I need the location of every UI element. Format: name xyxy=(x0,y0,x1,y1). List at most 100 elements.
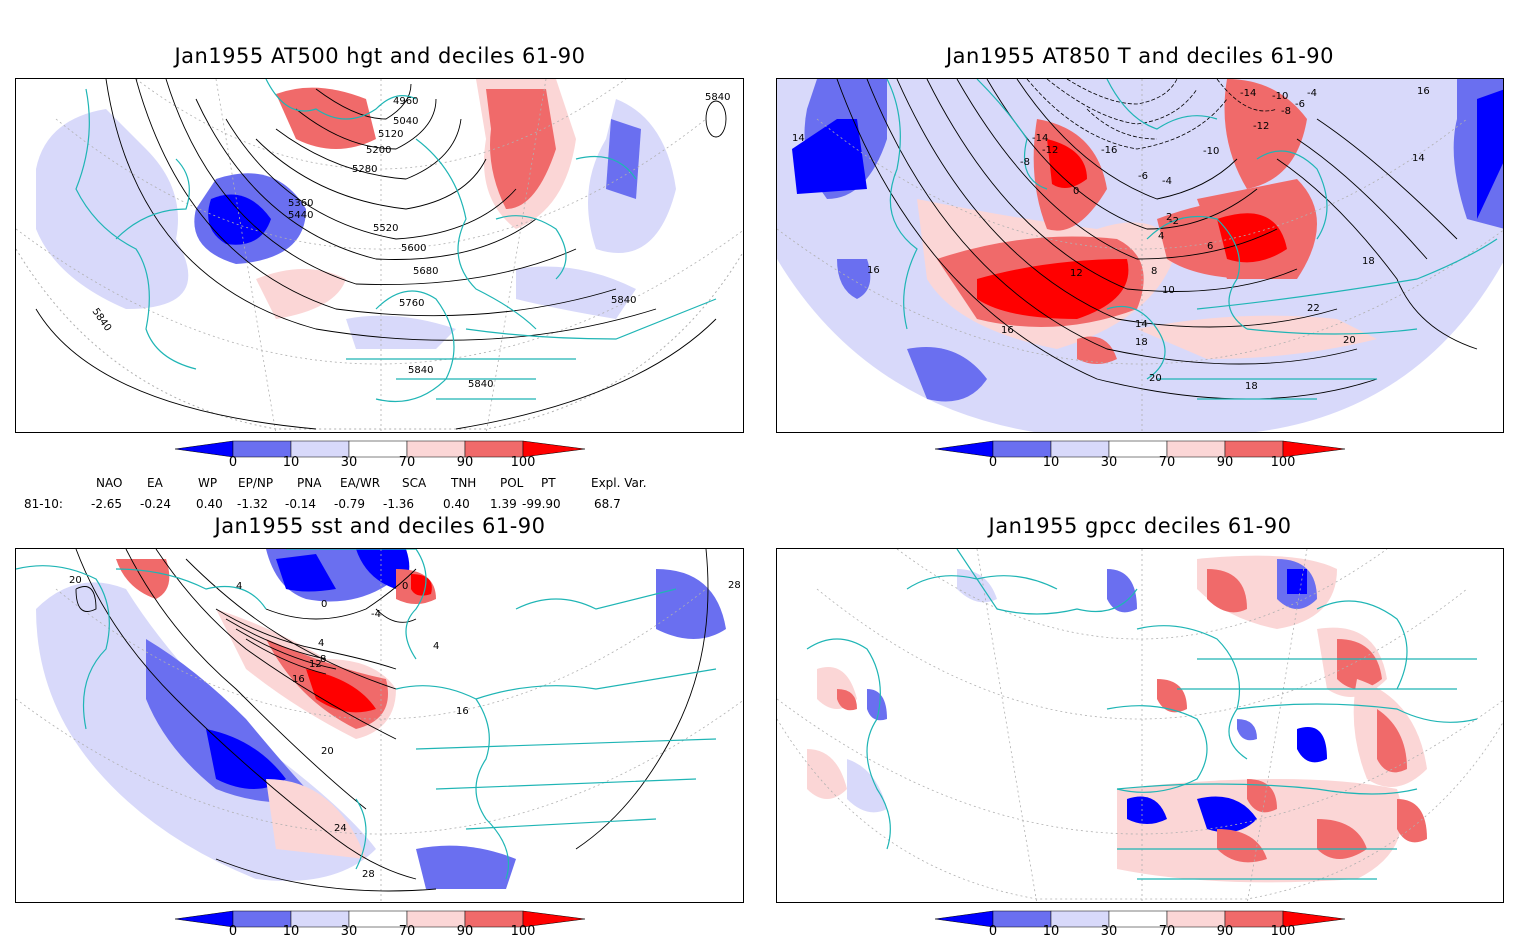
cbar1-label-30: 30 xyxy=(340,455,358,470)
map-t850: -14 -12 -8 -16 -10 -6 -4 -2 0 2 4 6 8 10… xyxy=(777,79,1503,432)
index-header-tnh: TNH xyxy=(451,476,477,490)
svg-text:5840: 5840 xyxy=(611,295,636,306)
svg-text:5840: 5840 xyxy=(705,92,730,103)
cbar2-label-10: 10 xyxy=(1042,455,1060,470)
index-header-eawr: EA/WR xyxy=(340,476,381,490)
svg-text:-10: -10 xyxy=(1203,146,1219,157)
contour-labels-sst: -4 0 0 4 8 12 16 20 24 28 20 28 4 16 4 xyxy=(69,575,741,880)
map-panel-gpcc xyxy=(776,548,1504,903)
cbar2-label-70: 70 xyxy=(1158,455,1176,470)
svg-text:-6: -6 xyxy=(1295,99,1305,110)
svg-text:8: 8 xyxy=(320,654,326,665)
cbar3-label-30: 30 xyxy=(340,924,358,939)
cbar3-label-70: 70 xyxy=(398,924,416,939)
svg-text:28: 28 xyxy=(728,580,741,591)
cbar2-label-30: 30 xyxy=(1100,455,1118,470)
svg-text:18: 18 xyxy=(1245,381,1258,392)
svg-text:12: 12 xyxy=(309,659,322,670)
index-header-pol: POL xyxy=(500,476,524,490)
svg-text:5680: 5680 xyxy=(413,266,438,277)
svg-text:-4: -4 xyxy=(1162,176,1172,187)
svg-text:5760: 5760 xyxy=(399,298,424,309)
svg-text:16: 16 xyxy=(867,265,880,276)
cbar4-label-70: 70 xyxy=(1158,924,1176,939)
cbar1-label-90: 90 xyxy=(456,455,474,470)
index-header-pna: PNA xyxy=(297,476,322,490)
index-header-ea: EA xyxy=(147,476,163,490)
svg-text:5280: 5280 xyxy=(352,164,377,175)
svg-text:20: 20 xyxy=(321,746,334,757)
svg-text:-8: -8 xyxy=(1281,106,1291,117)
svg-text:0: 0 xyxy=(321,599,327,610)
panel-title-t850: Jan1955 AT850 T and deciles 61-90 xyxy=(945,44,1335,68)
svg-text:-12: -12 xyxy=(1042,145,1058,156)
svg-text:5840: 5840 xyxy=(408,365,433,376)
cbar1-label-70: 70 xyxy=(398,455,416,470)
svg-text:10: 10 xyxy=(1162,285,1175,296)
panel-title-gpcc: Jan1955 gpcc deciles 61-90 xyxy=(988,514,1292,538)
svg-text:24: 24 xyxy=(334,823,347,834)
index-value-wp: 0.40 xyxy=(196,497,223,511)
colorbar-4: 0 10 30 70 90 100 xyxy=(934,909,1346,940)
index-value-pt: -99.90 xyxy=(522,497,561,511)
svg-text:-4: -4 xyxy=(371,609,381,620)
svg-text:5200: 5200 xyxy=(366,145,391,156)
index-value-ea: -0.24 xyxy=(140,497,172,511)
index-header-wp: WP xyxy=(198,476,218,490)
cbar4-label-30: 30 xyxy=(1100,924,1118,939)
svg-text:4: 4 xyxy=(1158,231,1164,242)
map-sst: -4 0 0 4 8 12 16 20 24 28 20 28 4 16 4 xyxy=(16,549,743,902)
svg-text:28: 28 xyxy=(362,869,375,880)
svg-text:-4: -4 xyxy=(1307,88,1317,99)
cbar2-label-0: 0 xyxy=(988,455,998,470)
svg-text:-14: -14 xyxy=(1240,88,1256,99)
svg-text:-12: -12 xyxy=(1253,121,1269,132)
svg-text:16: 16 xyxy=(456,706,469,717)
map-panel-hgt: 4960 5040 5120 5200 5280 5360 5440 5520 … xyxy=(15,78,744,433)
cbar4-label-100: 100 xyxy=(1270,924,1296,939)
cbar2-label-90: 90 xyxy=(1216,455,1234,470)
svg-text:5120: 5120 xyxy=(378,129,403,140)
cbar1-label-10: 10 xyxy=(282,455,300,470)
svg-text:0: 0 xyxy=(1073,186,1079,197)
colorbar-2: 0 10 30 70 90 100 xyxy=(934,439,1346,475)
svg-text:-10: -10 xyxy=(1272,91,1288,102)
svg-text:14: 14 xyxy=(792,133,805,144)
svg-text:4: 4 xyxy=(433,641,439,652)
svg-text:-6: -6 xyxy=(1138,171,1148,182)
cbar2-label-100: 100 xyxy=(1270,455,1296,470)
index-value-sca: -1.36 xyxy=(383,497,415,511)
index-value-nao: -2.65 xyxy=(91,497,123,511)
svg-text:18: 18 xyxy=(1362,256,1375,267)
svg-text:4960: 4960 xyxy=(393,96,418,107)
svg-text:18: 18 xyxy=(1135,337,1148,348)
svg-text:14: 14 xyxy=(1412,153,1425,164)
svg-text:-2: -2 xyxy=(1169,216,1179,227)
svg-text:20: 20 xyxy=(1343,335,1356,346)
colorbar-1: 0 10 30 70 90 100 xyxy=(174,439,586,475)
svg-text:16: 16 xyxy=(1417,86,1430,97)
svg-text:4: 4 xyxy=(318,638,324,649)
cbar1-label-100: 100 xyxy=(510,455,536,470)
svg-text:16: 16 xyxy=(292,674,305,685)
index-value-explvar: 68.7 xyxy=(594,497,621,511)
cbar4-label-10: 10 xyxy=(1042,924,1060,939)
svg-text:5520: 5520 xyxy=(373,223,398,234)
svg-text:0: 0 xyxy=(402,581,408,592)
panel-title-sst: Jan1955 sst and deciles 61-90 xyxy=(214,514,546,538)
svg-text:8: 8 xyxy=(1151,266,1157,277)
svg-text:4: 4 xyxy=(236,581,242,592)
svg-text:12: 12 xyxy=(1070,268,1083,279)
svg-text:-8: -8 xyxy=(1020,157,1030,168)
map-hgt: 4960 5040 5120 5200 5280 5360 5440 5520 … xyxy=(16,79,743,432)
svg-text:14: 14 xyxy=(1135,319,1148,330)
index-header-pt: PT xyxy=(541,476,556,490)
map-panel-t850: -14 -12 -8 -16 -10 -6 -4 -2 0 2 4 6 8 10… xyxy=(776,78,1504,433)
index-value-pna: -0.14 xyxy=(285,497,317,511)
svg-text:5600: 5600 xyxy=(401,243,426,254)
map-gpcc xyxy=(777,549,1503,902)
svg-text:5440: 5440 xyxy=(288,210,313,221)
colorbar-3: 0 10 30 70 90 100 xyxy=(174,909,586,940)
cbar3-label-0: 0 xyxy=(228,924,238,939)
svg-text:2: 2 xyxy=(1166,212,1172,223)
